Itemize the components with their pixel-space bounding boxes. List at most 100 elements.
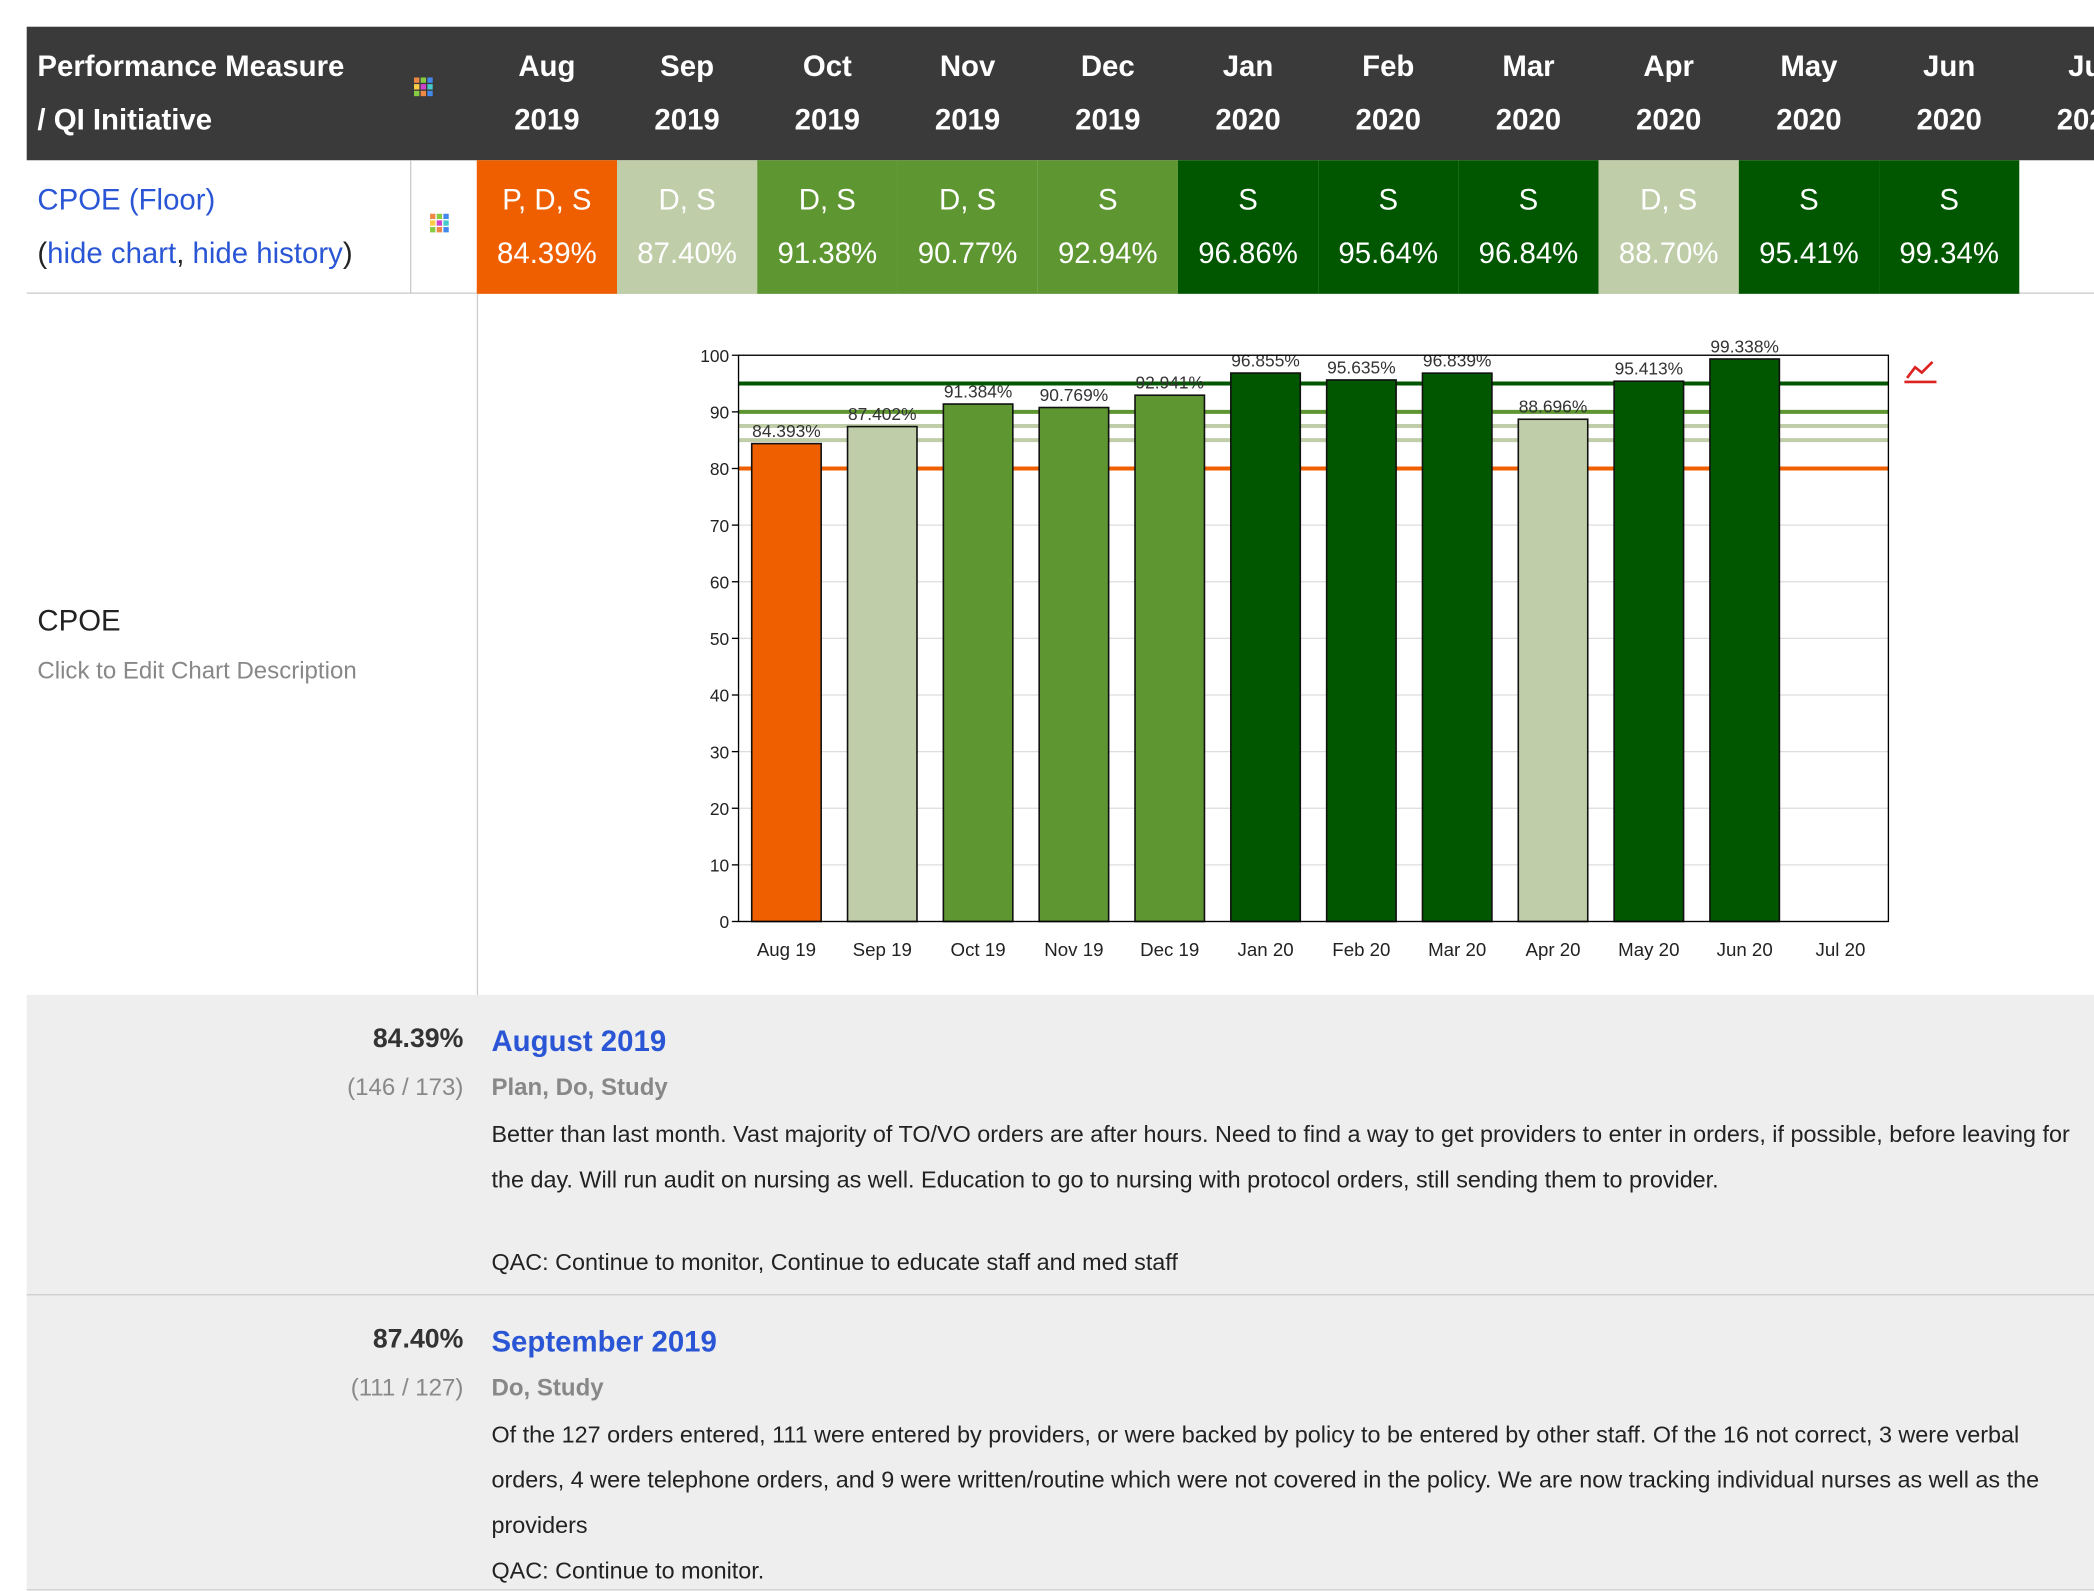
history-counts: (146 / 173)	[347, 1073, 464, 1101]
percent: 91.38%	[777, 236, 878, 270]
status-cell: S 95.64%	[1318, 160, 1459, 294]
status-cell: D, S 90.77%	[897, 160, 1038, 294]
month-header: Jun 2020	[1879, 40, 2019, 147]
stage: S	[1799, 182, 1819, 217]
x-tick-label: Jul 20	[1816, 939, 1866, 960]
description-title: CPOE	[37, 603, 121, 638]
bar	[1421, 372, 1493, 923]
paragraph: QAC: Continue to monitor, Continue to ed…	[491, 1248, 1178, 1276]
year: 2020	[1215, 102, 1281, 137]
stage: S	[1238, 182, 1258, 217]
month-header: Dec 2019	[1038, 40, 1178, 147]
y-tick-label: 80	[710, 459, 729, 479]
history-title[interactable]: August 2019	[491, 1024, 667, 1058]
x-tick-label: Aug 19	[757, 939, 816, 960]
y-tick-label: 90	[710, 403, 729, 423]
x-tick-label: Nov 19	[1044, 939, 1103, 960]
percent: 95.64%	[1338, 236, 1439, 270]
y-tick-label: 40	[710, 686, 729, 706]
value-label: 87.402%	[848, 404, 917, 424]
history-entry: 84.39% (146 / 173) August 2019 Plan, Do, St…	[26, 994, 2094, 1296]
chart-icon[interactable]	[1906, 360, 1934, 379]
value-label: 96.855%	[1231, 350, 1300, 370]
status-cell: S 99.34%	[1879, 160, 2020, 294]
history-percent: 87.40%	[372, 1324, 464, 1355]
punct: (	[37, 236, 48, 270]
percent: 95.41%	[1759, 236, 1859, 270]
paragraph: Better than last month. Vast majority of…	[491, 1120, 2070, 1193]
punct: )	[342, 236, 353, 270]
y-tick-label: 0	[720, 912, 730, 932]
header-line: / QI Initiative	[37, 102, 213, 137]
status-cell: S 95.41%	[1738, 160, 1880, 294]
grid-icon[interactable]	[430, 213, 451, 235]
bar	[942, 403, 1014, 923]
x-tick-label: Mar 20	[1428, 939, 1486, 960]
month-header: Jul 2020	[2019, 40, 2094, 147]
value-label: 92.941%	[1135, 373, 1204, 393]
month: Feb	[1362, 49, 1415, 83]
value-label: 96.839%	[1423, 350, 1492, 370]
x-tick-label: Feb 20	[1332, 939, 1390, 960]
percent: 90.77%	[917, 236, 1018, 270]
history-stages: Plan, Do, Study	[491, 1073, 668, 1101]
month: May	[1780, 49, 1838, 83]
grid-icon[interactable]	[414, 77, 435, 98]
stage: P, D, S	[502, 182, 592, 217]
stage: S	[1518, 182, 1539, 217]
month: Jan	[1222, 49, 1274, 83]
description-edit[interactable]: Click to Edit Chart Description	[37, 657, 357, 684]
paragraph: QAC: Continue to monitor.	[491, 1557, 765, 1584]
chart-description: CPOE Click to Edit Chart Description	[37, 604, 356, 685]
bar	[1038, 406, 1110, 923]
status-cell: P, D, S 84.39%	[476, 160, 618, 294]
year: 2020	[1636, 102, 1702, 137]
year: 2020	[1355, 102, 1421, 137]
percent: 87.40%	[637, 236, 737, 270]
history-entry: 87.40% (111 / 127) September 2019 Do, Study…	[26, 1295, 2094, 1591]
divider	[476, 293, 479, 1591]
value-label: 84.393%	[752, 421, 821, 441]
y-tick-label: 30	[710, 742, 729, 762]
stage: D, S	[658, 182, 716, 217]
bar	[1613, 380, 1685, 923]
status-cell: D, S 88.70%	[1598, 160, 1739, 294]
value-label: 90.769%	[1040, 385, 1109, 405]
month: Oct	[802, 49, 852, 83]
month-header: Sep 2019	[617, 40, 757, 147]
hide-history-link[interactable]: hide history	[192, 236, 343, 270]
percent: 92.94%	[1057, 236, 1158, 270]
stage: D, S	[1640, 182, 1698, 217]
y-tick-label: 10	[710, 856, 729, 876]
history-body: Better than last month. Vast majority of…	[491, 1111, 2094, 1285]
status-cell: S 92.94%	[1037, 160, 1178, 294]
bar	[846, 425, 918, 923]
history-title[interactable]: September 2019	[491, 1324, 717, 1359]
history-counts: (111 / 127)	[350, 1374, 464, 1401]
month: Jul	[2068, 49, 2094, 83]
year: 2019	[654, 102, 720, 137]
plot-border	[737, 354, 1890, 923]
measure-link[interactable]: CPOE (Floor)	[37, 182, 216, 217]
x-tick-label: May 20	[1618, 939, 1679, 960]
month-header: May 2020	[1739, 40, 1879, 147]
y-tick-label: 50	[710, 629, 729, 649]
month: Apr	[1643, 49, 1694, 83]
month-header: Mar 2020	[1458, 40, 1598, 147]
bar	[1134, 394, 1206, 923]
year: 2019	[514, 102, 580, 137]
bar	[1230, 372, 1302, 923]
x-tick-label: Jun 20	[1717, 939, 1773, 960]
year: 2019	[1075, 102, 1141, 137]
year: 2019	[934, 102, 1001, 137]
month-header: Nov 2019	[897, 40, 1037, 147]
hide-chart-link[interactable]: hide chart	[47, 236, 177, 270]
year: 2020	[1916, 102, 1982, 137]
measure-header: Performance Measure / QI Initiative	[37, 40, 344, 147]
month: Nov	[939, 49, 996, 83]
month-header: Jan 2020	[1178, 40, 1318, 147]
chart: 0 10 20 30 40 50 60 70 80 90 100 Aug 19 84.393% Sep 1…	[700, 336, 1937, 960]
month: Jun	[1923, 49, 1976, 83]
bar	[750, 442, 822, 923]
